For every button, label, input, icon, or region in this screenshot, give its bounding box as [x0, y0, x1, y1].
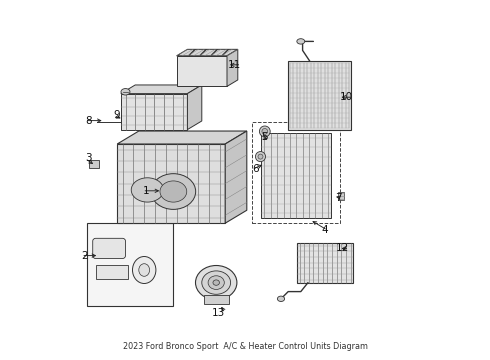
Text: 8: 8 [85, 116, 92, 126]
Ellipse shape [297, 39, 305, 44]
Ellipse shape [132, 256, 156, 284]
Polygon shape [117, 144, 225, 223]
Polygon shape [121, 94, 187, 130]
Polygon shape [176, 49, 238, 56]
Ellipse shape [202, 271, 231, 294]
Ellipse shape [277, 296, 285, 302]
Polygon shape [117, 131, 247, 144]
Ellipse shape [131, 178, 164, 202]
Text: 2023 Ford Bronco Sport  A/C & Heater Control Units Diagram: 2023 Ford Bronco Sport A/C & Heater Cont… [122, 342, 368, 351]
Text: 7: 7 [336, 193, 342, 203]
Polygon shape [121, 85, 202, 94]
Text: 10: 10 [340, 92, 353, 102]
Polygon shape [176, 56, 227, 86]
Ellipse shape [259, 126, 270, 137]
Polygon shape [225, 131, 247, 223]
Bar [297, 243, 353, 283]
Ellipse shape [213, 280, 220, 285]
Bar [252, 122, 341, 223]
Text: 6: 6 [252, 164, 259, 174]
Ellipse shape [121, 89, 130, 95]
Text: 9: 9 [114, 110, 120, 120]
Text: 1: 1 [143, 186, 149, 196]
Polygon shape [227, 49, 238, 86]
Ellipse shape [196, 266, 237, 300]
Bar [261, 133, 331, 218]
Text: 2: 2 [81, 251, 88, 261]
Ellipse shape [255, 152, 266, 162]
Bar [338, 192, 344, 200]
Ellipse shape [160, 181, 187, 202]
Ellipse shape [151, 174, 196, 210]
Ellipse shape [258, 154, 263, 159]
Text: 13: 13 [212, 308, 225, 318]
Text: 3: 3 [85, 153, 92, 163]
Bar [288, 61, 351, 130]
Bar [87, 223, 173, 306]
Ellipse shape [139, 264, 149, 276]
Bar [96, 265, 128, 279]
FancyBboxPatch shape [89, 160, 99, 168]
Text: 12: 12 [336, 243, 349, 253]
Bar [204, 295, 229, 304]
Text: 5: 5 [261, 132, 268, 142]
Polygon shape [187, 85, 202, 130]
FancyBboxPatch shape [93, 238, 125, 258]
Ellipse shape [262, 129, 268, 134]
Text: 11: 11 [228, 60, 242, 70]
Text: 4: 4 [321, 225, 328, 235]
Ellipse shape [208, 276, 224, 289]
